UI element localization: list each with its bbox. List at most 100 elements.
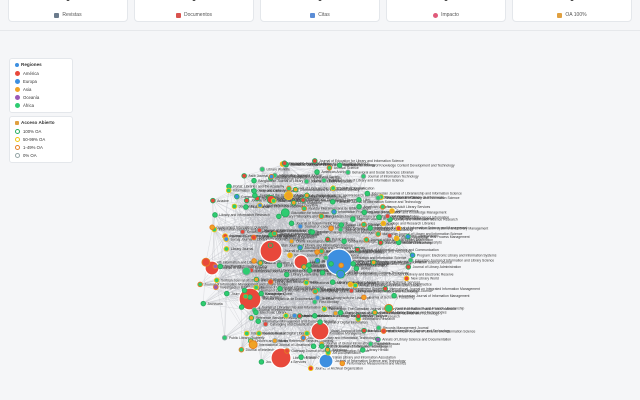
journal-node[interactable]	[243, 204, 249, 210]
journal-node[interactable]	[300, 335, 306, 341]
journal-node[interactable]	[382, 286, 388, 292]
journal-node[interactable]	[317, 319, 323, 325]
journal-node[interactable]	[330, 185, 336, 191]
journal-node[interactable]	[405, 264, 412, 270]
journal-node[interactable]	[345, 169, 351, 176]
journal-node[interactable]	[312, 158, 318, 164]
journal-node[interactable]	[242, 293, 249, 300]
journal-node[interactable]	[367, 341, 374, 347]
journal-node[interactable]	[268, 173, 275, 180]
journal-node[interactable]	[409, 252, 416, 258]
journal-node[interactable]	[350, 261, 356, 267]
journal-node[interactable]	[372, 309, 378, 316]
journal-node[interactable]	[253, 309, 259, 316]
journal-node[interactable]	[225, 187, 232, 194]
journal-node[interactable]	[223, 246, 230, 252]
journal-node[interactable]	[253, 276, 260, 283]
journal-node[interactable]	[375, 231, 381, 237]
journal-node[interactable]	[384, 303, 394, 313]
journal-node[interactable]	[318, 353, 334, 369]
journal-node[interactable]	[380, 328, 387, 334]
journal-node[interactable]	[267, 279, 274, 285]
journal-node[interactable]	[213, 277, 220, 283]
journal-node[interactable]	[251, 234, 257, 241]
journal-node[interactable]	[213, 284, 219, 290]
journal-node[interactable]	[348, 287, 355, 294]
journal-node[interactable]	[319, 343, 325, 349]
journal-node[interactable]	[258, 290, 264, 297]
graph-nodes[interactable]	[197, 158, 416, 372]
journal-node[interactable]	[255, 318, 261, 324]
journal-node[interactable]	[251, 258, 257, 264]
journal-node[interactable]	[331, 209, 337, 215]
journal-node[interactable]	[296, 313, 303, 319]
journal-node[interactable]	[360, 173, 367, 180]
journal-node[interactable]	[197, 281, 203, 288]
journal-node[interactable]	[210, 197, 216, 204]
journal-node[interactable]	[276, 262, 283, 268]
journal-node[interactable]	[259, 166, 265, 172]
journal-node[interactable]	[251, 188, 257, 194]
journal-node[interactable]	[375, 336, 381, 343]
journal-node[interactable]	[281, 160, 288, 166]
journal-node[interactable]	[341, 238, 347, 245]
journal-node[interactable]	[306, 267, 313, 274]
journal-node[interactable]	[384, 213, 391, 219]
journal-node[interactable]	[337, 226, 344, 233]
journal-node[interactable]	[337, 309, 344, 316]
journal-node[interactable]	[310, 343, 317, 350]
journal-node[interactable]	[277, 285, 283, 292]
journal-node[interactable]	[393, 235, 400, 242]
journal-node[interactable]	[248, 315, 255, 321]
journal-node[interactable]	[339, 360, 346, 367]
journal-node[interactable]	[314, 169, 320, 175]
journal-node[interactable]	[267, 242, 274, 249]
journal-node[interactable]	[379, 204, 386, 210]
journal-node[interactable]	[375, 195, 381, 201]
journal-node[interactable]	[201, 257, 211, 267]
journal-node[interactable]	[350, 216, 356, 222]
journal-node[interactable]	[234, 193, 240, 200]
journal-node[interactable]	[361, 209, 368, 216]
journal-node[interactable]	[324, 236, 331, 243]
journal-node[interactable]	[329, 199, 336, 205]
journal-node[interactable]	[377, 239, 384, 246]
journal-node[interactable]	[361, 294, 367, 301]
journal-node[interactable]	[259, 239, 283, 263]
journal-node[interactable]	[375, 325, 382, 331]
journal-node[interactable]	[241, 287, 248, 294]
journal-node[interactable]	[363, 237, 370, 243]
journal-node[interactable]	[304, 330, 310, 337]
journal-node[interactable]	[200, 300, 207, 307]
journal-node[interactable]	[308, 365, 314, 372]
journal-node[interactable]	[244, 330, 250, 337]
journal-node[interactable]	[297, 244, 303, 251]
journal-node[interactable]	[241, 173, 247, 179]
journal-node[interactable]	[271, 230, 278, 237]
journal-node[interactable]	[253, 284, 259, 291]
journal-node[interactable]	[256, 227, 263, 233]
journal-node[interactable]	[355, 313, 362, 319]
journal-node[interactable]	[361, 221, 367, 228]
journal-node[interactable]	[209, 224, 215, 231]
journal-node[interactable]	[284, 348, 290, 354]
journal-node[interactable]	[257, 202, 263, 209]
journal-node[interactable]	[367, 225, 373, 231]
journal-node[interactable]	[360, 347, 366, 353]
journal-node[interactable]	[288, 220, 295, 227]
journal-node[interactable]	[291, 312, 298, 319]
journal-node[interactable]	[223, 236, 229, 242]
journal-node[interactable]	[243, 197, 250, 204]
journal-node[interactable]	[326, 165, 333, 171]
journal-node[interactable]	[314, 249, 320, 255]
journal-node[interactable]	[376, 214, 382, 221]
journal-node[interactable]	[231, 203, 238, 210]
journal-node[interactable]	[238, 346, 245, 353]
journal-node[interactable]	[247, 294, 253, 300]
journal-node[interactable]	[324, 347, 331, 353]
journal-node[interactable]	[336, 162, 343, 169]
journal-node[interactable]	[353, 265, 360, 272]
journal-node[interactable]	[318, 248, 325, 254]
journal-node[interactable]	[328, 225, 334, 232]
journal-node[interactable]	[311, 313, 318, 319]
